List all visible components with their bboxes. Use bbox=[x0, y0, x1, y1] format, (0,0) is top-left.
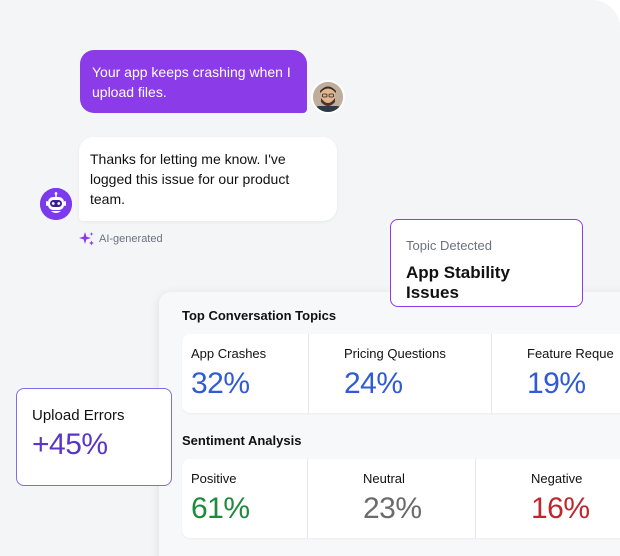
sentiment-stat-value: 61% bbox=[191, 492, 250, 525]
bot-avatar bbox=[40, 188, 72, 220]
upload-errors-value: +45% bbox=[32, 428, 108, 461]
sentiment-stat-label: Neutral bbox=[363, 471, 405, 486]
top-topics-title: Top Conversation Topics bbox=[182, 308, 337, 323]
robot-icon bbox=[40, 188, 72, 220]
topic-stat-value: 32% bbox=[191, 367, 250, 400]
sentiment-stat: Positive 61% bbox=[182, 459, 307, 538]
user-avatar-icon bbox=[313, 82, 343, 112]
topic-stat: Pricing Questions 24% bbox=[308, 334, 491, 413]
topic-stat: Feature Reque 19% bbox=[491, 334, 620, 413]
user-message-text: Your app keeps crashing when I upload fi… bbox=[92, 64, 291, 100]
sentiment-row: Positive 61% Neutral 23% Negative 16% bbox=[182, 459, 620, 538]
topic-stat-label: App Crashes bbox=[191, 346, 267, 361]
topic-detected-label: Topic Detected bbox=[406, 238, 492, 253]
top-topics-row: App Crashes 32% Pricing Questions 24% Fe… bbox=[182, 334, 620, 413]
sentiment-stat-label: Negative bbox=[531, 471, 583, 486]
sparkle-icon bbox=[79, 232, 94, 246]
sentiment-stat: Negative 16% bbox=[475, 459, 620, 538]
bot-message-bubble: Thanks for letting me know. I've logged … bbox=[79, 137, 337, 221]
topic-detected-card: Topic Detected App Stability Issues bbox=[390, 219, 583, 307]
analytics-panel: Top Conversation Topics App Crashes 32% … bbox=[159, 292, 620, 556]
user-avatar bbox=[311, 80, 345, 114]
sentiment-title: Sentiment Analysis bbox=[182, 433, 302, 448]
ai-generated-label: AI-generated bbox=[99, 233, 163, 245]
sentiment-stat-label: Positive bbox=[191, 471, 237, 486]
topic-stat-value: 24% bbox=[344, 367, 403, 400]
sentiment-stat-value: 23% bbox=[363, 492, 422, 525]
topic-stat-label: Pricing Questions bbox=[344, 346, 446, 361]
upload-errors-label: Upload Errors bbox=[32, 407, 125, 424]
topic-stat-label: Feature Reque bbox=[527, 346, 614, 361]
topic-detected-value: App Stability Issues bbox=[406, 263, 510, 302]
ai-generated-tag: AI-generated bbox=[79, 231, 163, 247]
sentiment-stat-value: 16% bbox=[531, 492, 590, 525]
bot-message-text: Thanks for letting me know. I've logged … bbox=[90, 151, 290, 207]
upload-errors-card: Upload Errors +45% bbox=[16, 388, 172, 486]
topic-stat: App Crashes 32% bbox=[182, 334, 308, 413]
topic-stat-value: 19% bbox=[527, 367, 586, 400]
sentiment-stat: Neutral 23% bbox=[307, 459, 475, 538]
user-message-bubble: Your app keeps crashing when I upload fi… bbox=[80, 50, 307, 113]
